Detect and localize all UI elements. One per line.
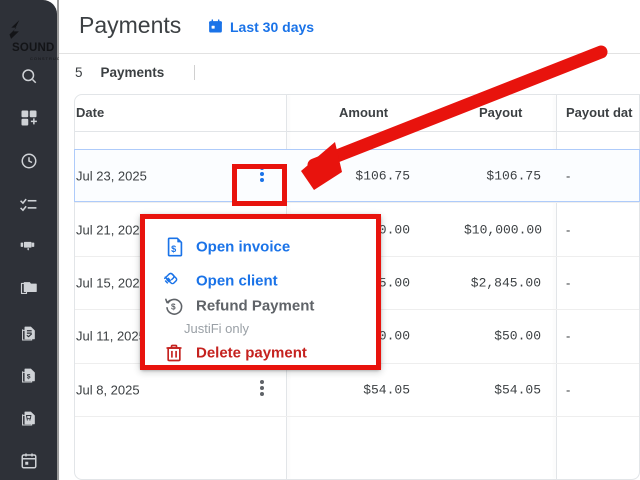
svg-text:$: $ (27, 373, 31, 380)
